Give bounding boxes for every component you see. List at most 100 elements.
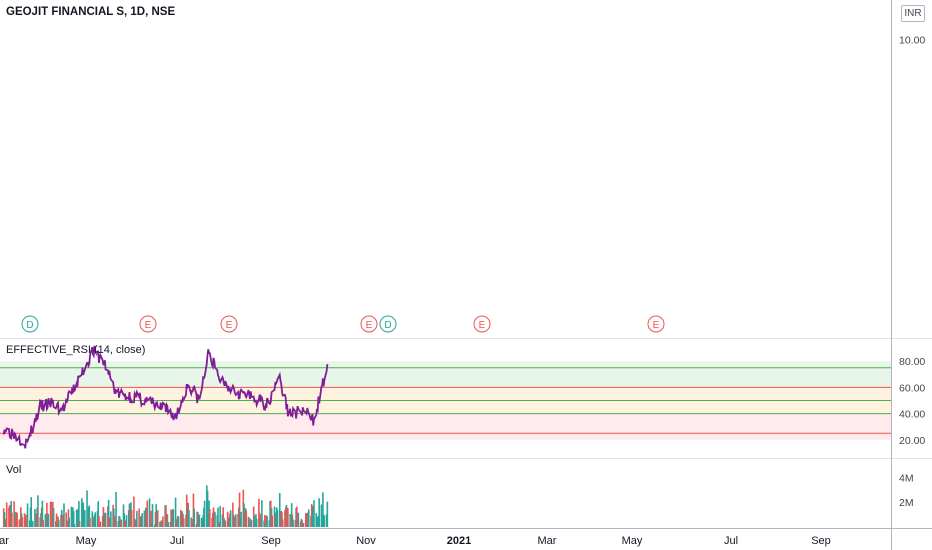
volume-bar — [110, 511, 112, 527]
volume-bar — [238, 492, 241, 527]
volume-bar — [162, 516, 164, 527]
volume-bar — [52, 507, 55, 527]
volume-bar — [255, 518, 258, 527]
volume-bar — [148, 498, 151, 527]
earnings-marker — [360, 315, 378, 333]
earnings-marker — [473, 315, 491, 333]
volume-bar — [123, 513, 126, 527]
volume-bar — [191, 518, 193, 527]
volume-bar — [264, 515, 266, 527]
volume-bar — [323, 515, 326, 527]
currency-button[interactable]: INR — [901, 5, 925, 22]
volume-bar — [203, 500, 206, 527]
volume-bar — [313, 500, 315, 527]
volume-bar — [98, 516, 100, 527]
volume-bar — [222, 507, 224, 527]
volume-bar — [253, 515, 256, 527]
volume-bar — [49, 501, 52, 527]
volume-bar — [318, 498, 320, 527]
event-marker-letter: E — [653, 320, 660, 331]
volume-bar — [209, 509, 211, 527]
volume-bar — [115, 491, 117, 527]
volume-bar — [120, 519, 123, 527]
volume-bar — [166, 514, 169, 527]
rsi-axis-tick: 40.00 — [899, 409, 925, 421]
volume-bar — [89, 517, 91, 527]
volume-bar — [307, 509, 310, 527]
volume-bar — [174, 497, 177, 527]
time-axis-label: Jul — [170, 535, 184, 547]
volume-pane — [2, 485, 329, 527]
volume-bar — [107, 499, 110, 527]
time-axis-label: Sep — [261, 535, 281, 547]
volume-bar — [146, 500, 149, 527]
volume-bar — [94, 512, 97, 527]
volume-bar — [151, 504, 154, 527]
volume-bar — [78, 520, 81, 527]
rsi-pane — [0, 345, 891, 449]
volume-bar — [198, 514, 201, 527]
volume-bar — [322, 492, 324, 527]
rsi-upper-zone — [0, 361, 891, 388]
volume-bar — [11, 512, 13, 527]
volume-bar — [156, 510, 159, 527]
volume-bar — [261, 500, 263, 527]
event-marker-letter: E — [226, 320, 233, 331]
volume-bar — [73, 523, 76, 527]
volume-bar — [245, 510, 248, 527]
volume-bar — [297, 512, 300, 527]
time-axis-label: Nov — [356, 535, 376, 547]
volume-bar — [271, 515, 274, 527]
volume-bar — [133, 496, 135, 527]
volume-bar — [47, 513, 50, 527]
volume-bar — [278, 493, 281, 527]
volume-bar — [266, 516, 268, 527]
rsi-indicator-label[interactable]: EFFECTIVE_RSI (14, close) — [6, 344, 146, 356]
volume-axis-tick: 2M — [899, 497, 914, 509]
earnings-marker — [647, 315, 665, 333]
event-marker-letter: D — [384, 320, 391, 331]
dividend-marker — [379, 315, 397, 333]
volume-bar — [141, 513, 143, 527]
dividend-marker — [21, 315, 39, 333]
volume-bar — [31, 521, 34, 527]
volume-bar — [315, 513, 317, 527]
volume-bar — [86, 490, 88, 527]
time-axis-label: Jul — [724, 535, 738, 547]
volume-bar — [224, 520, 227, 527]
time-axis-label: 2021 — [447, 535, 471, 547]
volume-bar — [249, 518, 251, 527]
volume-bar — [287, 508, 289, 527]
volume-bar — [289, 514, 291, 527]
volume-bar — [217, 507, 219, 527]
volume-bar — [281, 519, 284, 527]
event-marker-letter: E — [479, 320, 486, 331]
volume-bar — [301, 520, 303, 527]
volume-bar — [188, 510, 190, 527]
volume-bar — [82, 502, 85, 527]
volume-bar — [177, 516, 180, 527]
volume-bar — [292, 519, 294, 527]
rsi-axis-tick: 80.00 — [899, 356, 925, 368]
volume-bar — [136, 510, 138, 527]
earnings-marker — [139, 315, 157, 333]
volume-bar — [326, 501, 329, 527]
rsi-line — [2, 345, 329, 449]
volume-bar — [41, 500, 44, 527]
volume-bar — [206, 490, 209, 527]
rsi-axis-tick: 20.00 — [899, 435, 925, 447]
volume-bar — [26, 503, 29, 527]
symbol-title[interactable]: GEOJIT FINANCIAL S, 1D, NSE — [6, 6, 176, 18]
volume-bar — [25, 514, 27, 527]
volume-bar — [150, 510, 152, 527]
volume-bar — [179, 510, 182, 527]
volume-indicator-label[interactable]: Vol — [6, 464, 22, 476]
rsi-axis-tick: 60.00 — [899, 382, 925, 394]
volume-bar — [97, 501, 100, 527]
volume-bar — [65, 512, 68, 527]
volume-bar — [172, 509, 175, 527]
event-marker-letter: E — [366, 320, 373, 331]
